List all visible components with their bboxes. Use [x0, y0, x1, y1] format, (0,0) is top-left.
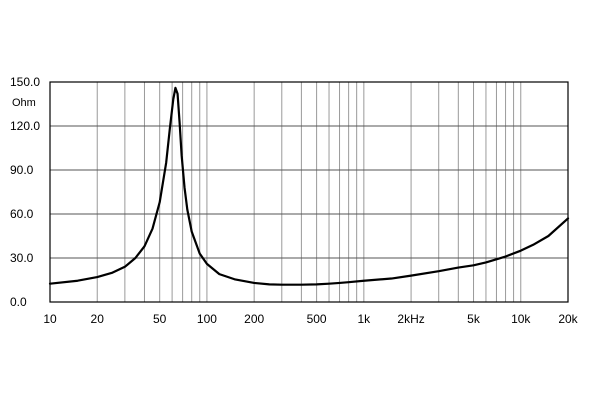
x-tick-label: 100 [197, 312, 217, 326]
y-tick-label: 30.0 [10, 251, 34, 265]
x-tick-label: 10 [43, 312, 57, 326]
impedance-curve [48, 86, 570, 286]
x-tick-label: 20 [91, 312, 105, 326]
y-tick-label: 120.0 [10, 119, 40, 133]
x-tick-label: 20k [558, 312, 578, 326]
x-tick-label: 2kHz [397, 312, 424, 326]
y-tick-label: 90.0 [10, 163, 34, 177]
y-tick-label: 150.0 [10, 75, 40, 89]
y-tick-label: 0.0 [10, 295, 27, 309]
series-layer [48, 86, 570, 286]
plot-frame [49, 81, 569, 303]
grid [50, 82, 569, 302]
tick-labels: 0.0 30.0 60.0 90.0 120.0 150.0 10 20 50 100 200 500… [10, 75, 579, 326]
x-tick-label: 200 [244, 312, 264, 326]
x-tick-label: 1k [357, 312, 371, 326]
x-tick-label: 500 [307, 312, 327, 326]
axes [49, 81, 569, 303]
x-tick-label: 5k [467, 312, 481, 326]
y-tick-label: 60.0 [10, 207, 34, 221]
x-tick-label: 50 [153, 312, 167, 326]
y-axis-label: Ohm [12, 97, 36, 109]
x-tick-label: 10k [511, 312, 531, 326]
